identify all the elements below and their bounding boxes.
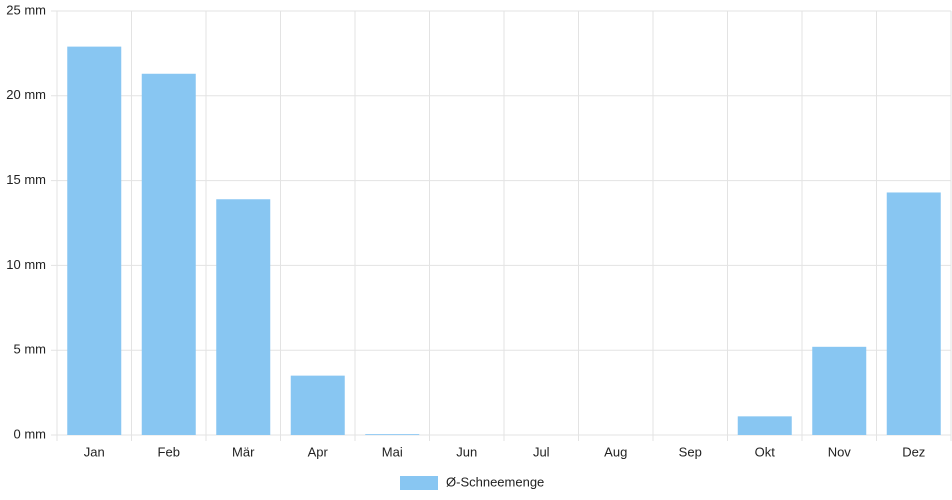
x-tick-label: Jul (533, 444, 550, 459)
y-tick-label: 5 mm (14, 342, 47, 357)
legend-label: Ø-Schneemenge (446, 474, 544, 489)
bar (216, 199, 271, 435)
y-tick-label: 25 mm (6, 2, 46, 17)
x-tick-label: Mär (232, 444, 255, 459)
bar (67, 46, 122, 436)
legend-swatch (400, 476, 438, 490)
x-tick-label: Okt (755, 444, 776, 459)
x-tick-label: Sep (679, 444, 702, 459)
x-tick-label: Mai (382, 444, 403, 459)
x-tick-label: Feb (158, 444, 180, 459)
bar (365, 434, 420, 435)
x-tick-label: Dez (902, 444, 925, 459)
bar (737, 416, 792, 435)
bar (290, 375, 345, 435)
x-tick-label: Nov (828, 444, 852, 459)
y-tick-label: 15 mm (6, 172, 46, 187)
y-tick-label: 0 mm (14, 426, 47, 441)
x-tick-label: Jan (84, 444, 105, 459)
bar (886, 192, 941, 435)
y-tick-label: 20 mm (6, 87, 46, 102)
bar (812, 346, 867, 435)
x-tick-label: Aug (604, 444, 627, 459)
x-tick-label: Jun (456, 444, 477, 459)
bar (141, 73, 196, 435)
y-tick-label: 10 mm (6, 257, 46, 272)
x-tick-label: Apr (308, 444, 329, 459)
